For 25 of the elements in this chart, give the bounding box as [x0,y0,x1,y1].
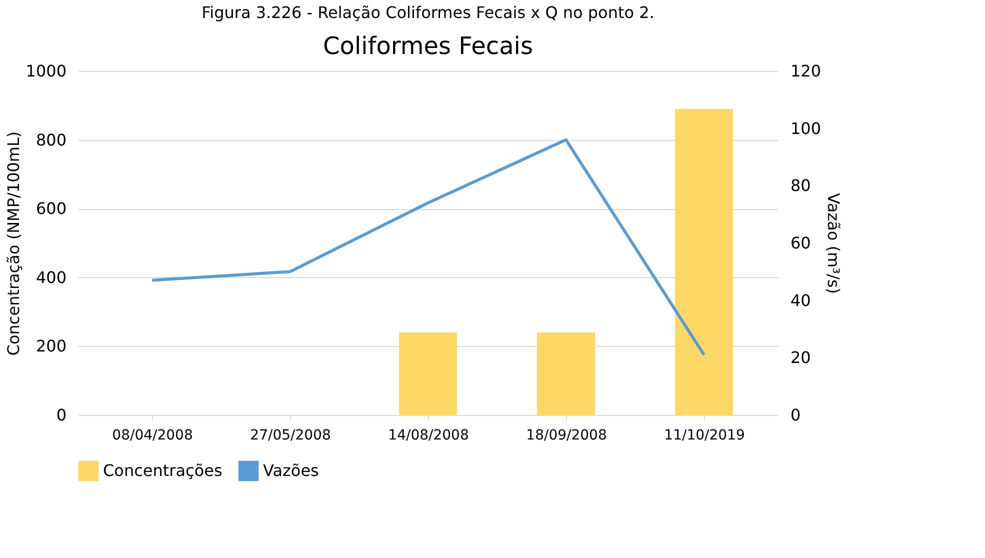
y-tick-label: 400 [36,268,66,287]
y2-tick-label: 80 [790,176,811,196]
y-tick-label: 1000 [26,62,66,80]
text: Figura 3.226 - Relação Coliformes Fecais x Q no ponto 2. [202,3,654,22]
y2-axis-title: Vazão (m³/s) [824,193,844,294]
y2-tick-label: 120 [790,62,822,80]
y-tick-label: 800 [36,130,66,150]
y2-tick-label: 60 [790,234,811,252]
y2-tick-label: 0 [790,406,801,424]
chart-title: Coliformes Fecais [323,32,533,60]
y2-tick-label: 20 [790,348,811,368]
y-tick-label: 200 [36,336,66,356]
y2-tick-label: 40 [790,290,811,310]
y-axis-title: Concentração (NMP/100mL) [4,131,23,356]
y2-tick-label: 100 [790,118,822,138]
x-tick-label: 18/09/2008 [526,428,607,444]
legend-label: Vazões [263,460,319,480]
x-tick-label: 08/04/2008 [112,428,193,444]
x-tick-label: 27/05/2008 [250,428,331,444]
legend-label: Concentrações [103,460,222,480]
y-tick-label: 600 [36,199,66,218]
x-tick-label: 11/10/2019 [664,428,745,444]
line-series [150,138,706,356]
x-tick-label: 14/08/2008 [388,428,469,444]
y-tick-label: 0 [56,406,66,424]
